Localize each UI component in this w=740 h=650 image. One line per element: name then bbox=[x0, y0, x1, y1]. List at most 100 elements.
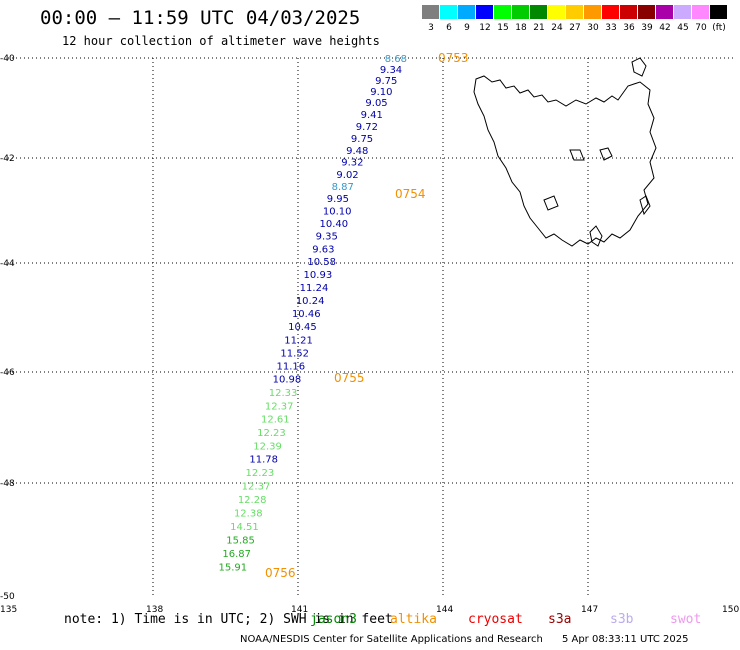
swh-value: 10.24 bbox=[296, 296, 325, 307]
swh-value: 11.24 bbox=[300, 283, 329, 294]
pass-time-label: 0755 bbox=[334, 371, 365, 385]
swh-value: 10.46 bbox=[292, 309, 321, 320]
pass-time-labels: 0753 0754 0755 0756 bbox=[265, 51, 469, 580]
swh-value: 9.75 bbox=[375, 76, 397, 87]
map-subtitle: 12 hour collection of altimeter wave hei… bbox=[62, 34, 380, 48]
swh-value: 11.52 bbox=[280, 348, 309, 359]
swh-value: 12.61 bbox=[261, 415, 290, 426]
swh-value: 15.85 bbox=[226, 536, 255, 547]
swh-value: 12.33 bbox=[269, 388, 298, 399]
scale-swatch bbox=[584, 5, 601, 19]
scale-swatch bbox=[476, 5, 493, 19]
lon-label: 135 bbox=[0, 605, 17, 615]
lat-label: -46 bbox=[0, 368, 15, 378]
scale-label: (ft) bbox=[712, 23, 726, 33]
lon-label: 150 bbox=[722, 605, 739, 615]
scale-label: 15 bbox=[497, 23, 509, 33]
scale-label: 3 bbox=[428, 23, 434, 33]
lat-label: -42 bbox=[0, 154, 15, 164]
lat-label: -50 bbox=[0, 592, 15, 602]
scale-swatch bbox=[548, 5, 565, 19]
scale-swatch bbox=[656, 5, 673, 19]
swh-value: 10.98 bbox=[273, 375, 302, 386]
swh-value: 12.37 bbox=[265, 401, 294, 412]
lake-outline-3 bbox=[543, 195, 559, 211]
map-title: 00:00 – 11:59 UTC 04/03/2025 bbox=[40, 7, 361, 29]
swh-value: 9.32 bbox=[341, 158, 363, 169]
scale-label: 18 bbox=[515, 23, 527, 33]
pass-time-label: 0756 bbox=[265, 566, 296, 580]
lat-lon-grid: -40 -42 -44 -46 -48 -50 135 138 141 144 147 150 bbox=[0, 54, 739, 615]
swh-value: 9.35 bbox=[316, 232, 338, 243]
footer: NOAA/NESDIS Center for Satellite Applica… bbox=[240, 634, 689, 645]
scale-swatch bbox=[512, 5, 529, 19]
swh-value: 10.10 bbox=[323, 207, 352, 218]
footer-timestamp: 5 Apr 08:33:11 UTC 2025 bbox=[561, 634, 689, 645]
scale-label: 36 bbox=[623, 23, 635, 33]
scale-label: 27 bbox=[569, 23, 581, 33]
swh-value: 16.87 bbox=[222, 549, 251, 560]
swh-value: 9.63 bbox=[312, 244, 334, 255]
swh-value: 10.40 bbox=[320, 219, 349, 230]
legend-altika: altika bbox=[390, 612, 437, 627]
scale-swatch bbox=[602, 5, 619, 19]
swh-value: 9.95 bbox=[327, 194, 349, 205]
scale-label: 33 bbox=[605, 23, 617, 33]
scale-swatch bbox=[620, 5, 637, 19]
lake-outline-2 bbox=[599, 147, 613, 161]
scale-label: 6 bbox=[446, 23, 452, 33]
scale-swatch bbox=[530, 5, 547, 19]
swh-value: 8.87 bbox=[332, 182, 354, 193]
scale-label: 9 bbox=[464, 23, 470, 33]
swh-value: 9.34 bbox=[380, 65, 402, 76]
scale-swatch bbox=[440, 5, 457, 19]
lon-label: 147 bbox=[581, 605, 598, 615]
swh-value: 11.16 bbox=[276, 361, 305, 372]
swh-value: 9.48 bbox=[346, 146, 368, 157]
scale-label: 42 bbox=[659, 23, 671, 33]
swh-value: 9.02 bbox=[336, 170, 358, 181]
scale-swatch bbox=[710, 5, 727, 19]
legend-note: note: 1) Time is in UTC; 2) SWH is in fe… bbox=[64, 612, 393, 627]
swh-value: 9.05 bbox=[365, 98, 387, 109]
scale-label: 70 bbox=[695, 23, 707, 33]
scale-swatch bbox=[638, 5, 655, 19]
maria-island bbox=[639, 195, 651, 216]
swh-value: 9.10 bbox=[370, 87, 392, 98]
legend-jason3: jason3 bbox=[310, 612, 357, 627]
scale-swatch bbox=[494, 5, 511, 19]
swh-value: 8.68 bbox=[385, 54, 407, 65]
swh-value: 10.93 bbox=[304, 270, 333, 281]
swh-value: 10.45 bbox=[288, 322, 317, 333]
flinders-island bbox=[631, 57, 647, 77]
lat-label: -44 bbox=[0, 259, 15, 269]
swh-value: 15.91 bbox=[218, 563, 247, 574]
scale-swatch bbox=[566, 5, 583, 19]
footer-credit: NOAA/NESDIS Center for Satellite Applica… bbox=[240, 634, 543, 645]
lon-label: 141 bbox=[291, 605, 308, 615]
legend-s3a: s3a bbox=[548, 612, 572, 627]
swh-value: 9.41 bbox=[361, 110, 383, 121]
scale-swatch bbox=[458, 5, 475, 19]
scale-label: 21 bbox=[533, 23, 545, 33]
scale-label: 45 bbox=[677, 23, 689, 33]
scale-swatch bbox=[674, 5, 691, 19]
swh-value: 14.51 bbox=[230, 522, 259, 533]
pass-time-label: 0753 bbox=[438, 51, 469, 65]
swh-value: 11.21 bbox=[284, 335, 313, 346]
legend-s3b: s3b bbox=[610, 612, 634, 627]
lake-outline-1 bbox=[569, 149, 585, 161]
scale-swatch bbox=[422, 5, 439, 19]
scale-label: 39 bbox=[641, 23, 653, 33]
bruny-island bbox=[589, 225, 603, 247]
swh-measurements: 8.689.349.759.109.059.419.729.759.489.32… bbox=[218, 54, 407, 574]
lat-label: -48 bbox=[0, 479, 15, 489]
swh-value: 12.39 bbox=[253, 441, 282, 452]
legend-swot: swot bbox=[670, 612, 702, 627]
legend-bar: note: 1) Time is in UTC; 2) SWH is in fe… bbox=[64, 612, 740, 630]
swh-value: 9.75 bbox=[351, 134, 373, 145]
swh-value: 12.23 bbox=[257, 428, 286, 439]
scale-label: 24 bbox=[551, 23, 563, 33]
swh-value: 12.23 bbox=[246, 468, 275, 479]
swh-value: 12.37 bbox=[242, 481, 271, 492]
